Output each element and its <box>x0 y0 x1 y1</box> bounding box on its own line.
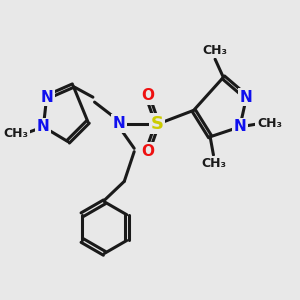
Text: S: S <box>151 115 164 133</box>
Text: O: O <box>141 144 154 159</box>
Text: CH₃: CH₃ <box>4 127 29 140</box>
Text: CH₃: CH₃ <box>201 158 226 170</box>
Text: CH₃: CH₃ <box>202 44 228 57</box>
Text: O: O <box>141 88 154 103</box>
Text: N: N <box>233 119 246 134</box>
Text: N: N <box>113 116 126 131</box>
Text: CH₃: CH₃ <box>257 117 282 130</box>
Text: N: N <box>37 119 50 134</box>
Text: N: N <box>240 90 253 105</box>
Text: N: N <box>40 90 53 105</box>
